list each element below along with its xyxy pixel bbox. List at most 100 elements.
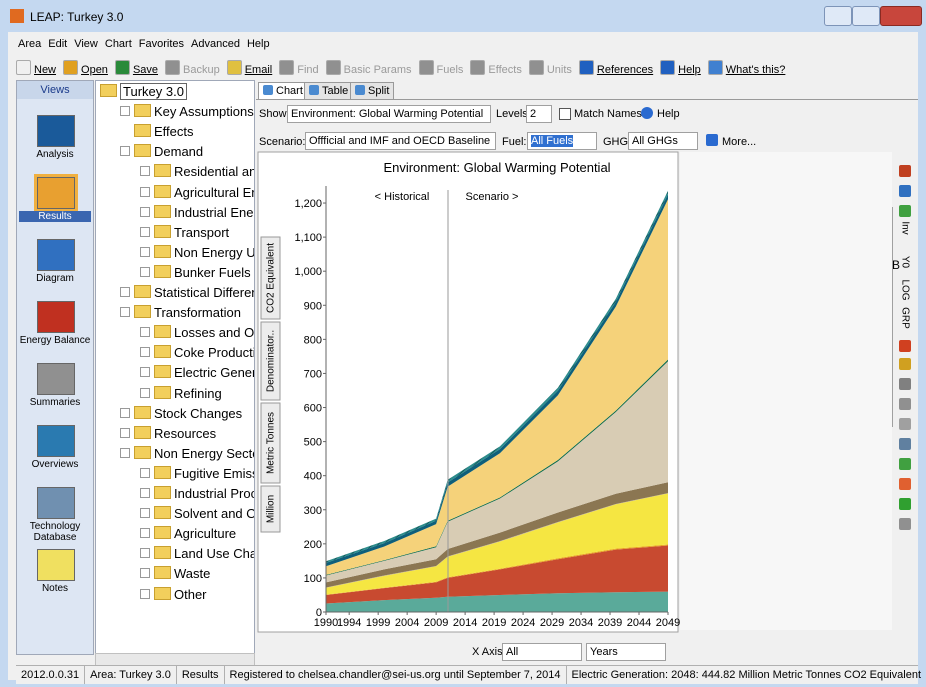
tree-expander[interactable] xyxy=(140,246,150,257)
tree-expander[interactable] xyxy=(120,287,130,297)
view-label[interactable]: Overviews xyxy=(31,459,79,470)
tree-label[interactable]: Fugitive Emissions xyxy=(174,465,254,481)
tree-label[interactable]: Refining xyxy=(174,385,222,401)
tree-expander[interactable] xyxy=(120,407,130,418)
toolbar-button[interactable]: Effects xyxy=(470,60,522,76)
tree-expander[interactable] xyxy=(140,467,150,478)
view-label[interactable]: Results xyxy=(19,211,91,222)
menu-item[interactable]: Favorites xyxy=(138,38,185,50)
maximize-button[interactable] xyxy=(852,6,880,26)
view-label[interactable]: Analysis xyxy=(36,149,74,160)
tree-expander[interactable] xyxy=(140,347,150,358)
help-link[interactable]: Help xyxy=(657,108,680,120)
toolbar-button[interactable]: References xyxy=(578,60,653,76)
toolbar-button[interactable]: Open xyxy=(63,60,108,76)
tree-label[interactable]: Effects xyxy=(154,124,194,140)
tree-expander[interactable] xyxy=(140,166,150,177)
tree-label[interactable]: Statistical Difference xyxy=(154,285,254,300)
tree-node[interactable]: Effects xyxy=(120,123,194,141)
tree-label[interactable]: Losses and Own U xyxy=(174,325,255,341)
more-button[interactable]: More... xyxy=(722,136,757,148)
tree-label[interactable]: Agricultural Energ xyxy=(174,184,254,200)
view-icon[interactable] xyxy=(37,363,75,395)
dropdown[interactable]: All GHGs xyxy=(628,132,698,150)
tree-expander[interactable] xyxy=(140,508,150,519)
tree-expander[interactable] xyxy=(120,106,130,117)
tree-expander[interactable] xyxy=(140,266,150,277)
view-icon[interactable] xyxy=(37,301,75,333)
tree-node[interactable]: Industrial Processe xyxy=(140,485,255,503)
tree-expander[interactable] xyxy=(140,568,150,579)
checkbox[interactable] xyxy=(559,108,571,120)
tree-label[interactable]: Resources xyxy=(154,425,217,441)
menu-item[interactable]: Help xyxy=(246,38,270,50)
toolbar-button[interactable]: New xyxy=(16,60,56,76)
tree-node[interactable]: Resources xyxy=(120,425,216,443)
menu-item[interactable]: Area xyxy=(18,38,42,50)
dropdown[interactable]: Environment: Global Warming Potential xyxy=(287,105,491,123)
tree-node[interactable]: Agriculture xyxy=(140,525,236,543)
minimize-button[interactable] xyxy=(824,6,852,26)
tree-label[interactable]: Transport xyxy=(174,224,230,240)
tree-node[interactable]: Agricultural Energ xyxy=(140,184,254,202)
spinbox[interactable]: 2 xyxy=(526,105,552,123)
tree-label[interactable]: Turkey 3.0 xyxy=(120,83,187,100)
tree-label[interactable]: Industrial Energy U xyxy=(174,204,254,220)
tree-node[interactable]: Transformation xyxy=(120,304,241,322)
tree-expander[interactable] xyxy=(140,226,150,237)
tree-node[interactable]: Non Energy Use xyxy=(140,244,254,262)
tree-node[interactable]: Turkey 3.0 xyxy=(100,83,187,101)
view-label[interactable]: Summaries xyxy=(29,397,81,408)
toolbar-button[interactable]: What's this? xyxy=(707,60,785,76)
tree-node[interactable]: Land Use Change xyxy=(140,545,254,563)
tree-expander[interactable] xyxy=(140,588,150,599)
tree-label[interactable]: Industrial Processe xyxy=(174,486,255,501)
tree-label[interactable]: Agriculture xyxy=(174,526,237,542)
tree-label[interactable]: Bunker Fuels xyxy=(174,264,251,280)
tool-label[interactable]: Y0 xyxy=(899,256,910,269)
tree-node[interactable]: Refining xyxy=(140,385,222,403)
tree-label[interactable]: Other xyxy=(174,586,207,602)
tree-label[interactable]: Non Energy Sector xyxy=(154,445,255,461)
tab[interactable]: Split xyxy=(350,82,395,99)
dropdown[interactable]: Offficial and IMF and OECD Baseline xyxy=(305,132,496,150)
tree-node[interactable]: Electric Generatio xyxy=(140,364,254,382)
tree-label[interactable]: Transformation xyxy=(154,305,241,321)
tree-node[interactable]: Solvent and Other xyxy=(140,505,254,523)
toolbar-button[interactable]: Save xyxy=(114,60,158,76)
tree-label[interactable]: Coke Production xyxy=(174,345,254,361)
tree-expander[interactable] xyxy=(120,447,130,458)
tree-node[interactable]: Residential and Se xyxy=(140,163,254,181)
toolbar-button[interactable]: Units xyxy=(528,60,572,76)
dropdown[interactable]: All Fuels xyxy=(527,132,597,150)
label[interactable]: Match Names xyxy=(574,108,642,120)
tree-label[interactable]: Electric Generatio xyxy=(174,365,254,381)
tree-node[interactable]: Waste xyxy=(140,565,210,583)
tree-node[interactable]: Transport xyxy=(140,224,229,242)
tree-expander[interactable] xyxy=(140,327,150,338)
tool-label[interactable]: LOG xyxy=(899,279,910,300)
view-icon[interactable] xyxy=(37,425,75,457)
toolbar-button[interactable]: Email xyxy=(226,60,272,76)
view-label[interactable]: Notes xyxy=(41,583,69,594)
tool-label[interactable]: GRP xyxy=(899,307,910,329)
tree-label[interactable]: Waste xyxy=(174,566,211,582)
view-icon[interactable] xyxy=(37,487,75,519)
toolbar-button[interactable]: Fuels xyxy=(418,60,463,76)
view-icon[interactable] xyxy=(37,115,75,147)
tree-expander[interactable] xyxy=(140,488,150,498)
tree-node[interactable]: Coke Production xyxy=(140,344,254,362)
dropdown[interactable]: Years xyxy=(586,643,666,661)
tree-expander[interactable] xyxy=(120,427,130,438)
dropdown[interactable]: All xyxy=(502,643,582,661)
tree-expander[interactable] xyxy=(140,548,150,559)
tree-node[interactable]: Fugitive Emissions xyxy=(140,465,254,483)
view-label[interactable]: Technology Database xyxy=(29,521,81,543)
tree-expander[interactable] xyxy=(140,186,150,197)
tree-label[interactable]: Stock Changes xyxy=(154,405,243,421)
close-button[interactable] xyxy=(880,6,922,26)
tree-expander[interactable] xyxy=(140,387,150,398)
tree-expander[interactable] xyxy=(140,367,150,378)
tree-expander[interactable] xyxy=(140,528,150,539)
tree-node[interactable]: Stock Changes xyxy=(120,405,242,423)
